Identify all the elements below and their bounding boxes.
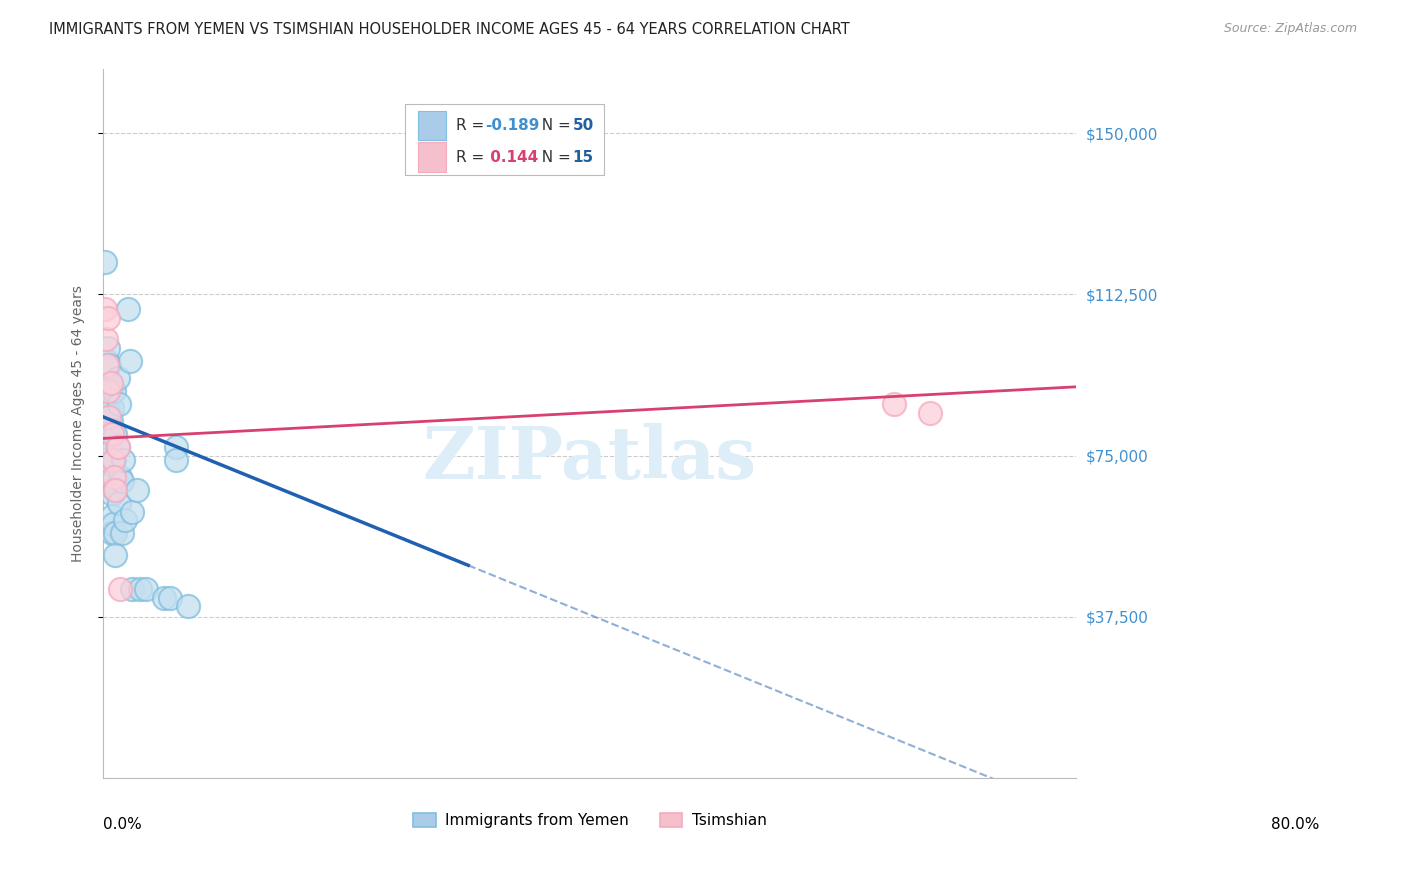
Text: R =: R = bbox=[456, 118, 489, 133]
Point bbox=[117, 302, 139, 317]
Point bbox=[96, 359, 118, 373]
Point bbox=[100, 466, 122, 480]
Text: N =: N = bbox=[533, 150, 576, 165]
Point bbox=[101, 423, 124, 437]
Point bbox=[98, 432, 121, 446]
Point bbox=[104, 548, 127, 562]
Point bbox=[103, 384, 125, 398]
Point bbox=[107, 371, 129, 385]
Point bbox=[93, 302, 115, 317]
Point bbox=[97, 341, 120, 355]
Point bbox=[883, 397, 905, 411]
Point bbox=[97, 401, 120, 416]
Point bbox=[98, 479, 121, 493]
Text: -0.189: -0.189 bbox=[485, 118, 538, 133]
Point bbox=[110, 582, 132, 596]
Point bbox=[96, 354, 118, 368]
Point bbox=[101, 526, 124, 541]
Point bbox=[111, 453, 134, 467]
Point bbox=[94, 333, 117, 347]
Point bbox=[107, 440, 129, 454]
Point bbox=[100, 380, 122, 394]
Point bbox=[110, 470, 132, 484]
Text: Source: ZipAtlas.com: Source: ZipAtlas.com bbox=[1223, 22, 1357, 36]
Point bbox=[94, 392, 117, 407]
Point bbox=[153, 591, 176, 605]
Point bbox=[101, 457, 124, 471]
Point bbox=[97, 310, 120, 325]
Text: 15: 15 bbox=[572, 150, 593, 165]
FancyBboxPatch shape bbox=[418, 111, 446, 140]
Point bbox=[97, 376, 120, 390]
Point bbox=[120, 354, 142, 368]
Point bbox=[98, 409, 121, 424]
Point bbox=[104, 427, 127, 442]
Point bbox=[165, 440, 187, 454]
Point bbox=[100, 414, 122, 428]
Point bbox=[177, 599, 200, 614]
Text: IMMIGRANTS FROM YEMEN VS TSIMSHIAN HOUSEHOLDER INCOME AGES 45 - 64 YEARS CORRELA: IMMIGRANTS FROM YEMEN VS TSIMSHIAN HOUSE… bbox=[49, 22, 851, 37]
Point bbox=[108, 496, 131, 510]
Point bbox=[135, 582, 157, 596]
Point bbox=[104, 483, 127, 497]
Point bbox=[93, 255, 115, 269]
Point bbox=[110, 475, 132, 489]
Point bbox=[98, 359, 121, 373]
Point bbox=[101, 487, 124, 501]
Point bbox=[101, 475, 124, 489]
Point bbox=[114, 513, 136, 527]
Point bbox=[107, 440, 129, 454]
Point bbox=[121, 582, 143, 596]
Point bbox=[101, 517, 124, 532]
Point bbox=[98, 457, 121, 471]
Point bbox=[100, 376, 122, 390]
Point bbox=[104, 483, 127, 497]
Text: 50: 50 bbox=[572, 118, 593, 133]
Legend: Immigrants from Yemen, Tsimshian: Immigrants from Yemen, Tsimshian bbox=[408, 807, 773, 834]
Point bbox=[127, 483, 149, 497]
Text: R =: R = bbox=[456, 150, 489, 165]
Text: 0.144: 0.144 bbox=[485, 150, 538, 165]
Text: 0.0%: 0.0% bbox=[103, 817, 142, 832]
Point bbox=[121, 504, 143, 518]
Point bbox=[101, 401, 124, 416]
Point bbox=[101, 508, 124, 523]
Point bbox=[128, 582, 150, 596]
Text: ZIPatlas: ZIPatlas bbox=[423, 424, 756, 494]
Point bbox=[98, 388, 121, 402]
Point bbox=[159, 591, 181, 605]
Point bbox=[101, 427, 124, 442]
FancyBboxPatch shape bbox=[405, 104, 605, 175]
Y-axis label: Householder Income Ages 45 - 64 years: Householder Income Ages 45 - 64 years bbox=[72, 285, 86, 562]
Point bbox=[920, 406, 942, 420]
Point bbox=[103, 470, 125, 484]
Point bbox=[104, 526, 127, 541]
Point bbox=[165, 453, 187, 467]
Point bbox=[110, 526, 132, 541]
Text: N =: N = bbox=[533, 118, 576, 133]
FancyBboxPatch shape bbox=[418, 143, 446, 172]
Point bbox=[103, 453, 125, 467]
Point bbox=[97, 384, 120, 398]
Point bbox=[100, 444, 122, 458]
Point bbox=[101, 453, 124, 467]
Text: 80.0%: 80.0% bbox=[1271, 817, 1320, 832]
Point bbox=[108, 397, 131, 411]
